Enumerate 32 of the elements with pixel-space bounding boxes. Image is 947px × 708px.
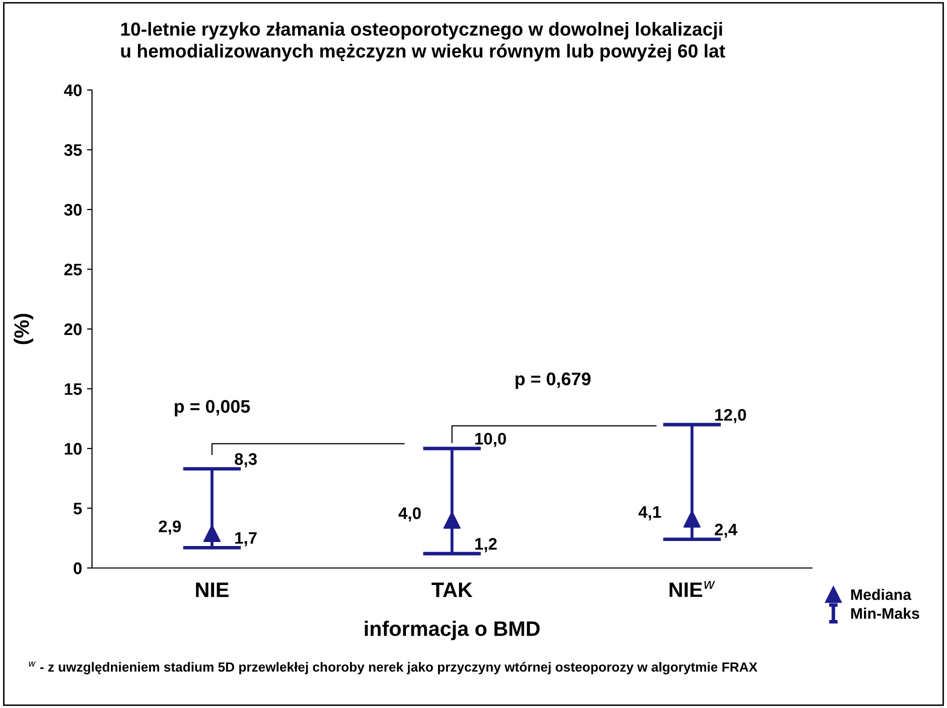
legend-label: Mediana	[851, 588, 912, 600]
y-tick-label: 25	[64, 264, 82, 276]
legend-label: Min-Maks	[851, 608, 920, 619]
x-tick-label: TAK	[432, 582, 472, 597]
x-tick-label: NIE	[196, 582, 229, 597]
chart-title: 10-letnie ryzyko złamania osteoporotycznego w dowolnej lokalizacji u hemodializowanych mężczyzn w wieku równym lub powyżej 60 lat	[121, 22, 726, 62]
point	[683, 510, 701, 528]
y-tick-label: 30	[64, 204, 82, 216]
point	[443, 512, 461, 529]
annotation: 2,4	[714, 524, 738, 538]
data-label: 4,1	[638, 506, 661, 520]
annotation: p = 0,679	[516, 372, 591, 389]
x-axis-title: informacja o BMD	[364, 620, 540, 640]
data-label: 4,0	[398, 507, 421, 522]
data-label: 2,9	[158, 520, 181, 535]
y-tick-label: 5	[74, 502, 82, 514]
y-tick-label: 20	[64, 323, 82, 336]
y-tick-label: 15	[64, 383, 82, 395]
y-tick-label: 40	[64, 84, 82, 96]
y-tick-label: 10	[64, 442, 82, 455]
y-axis-title: (%)	[14, 314, 34, 344]
x-tick-label: NIE$^{w}$	[670, 580, 716, 597]
annotation: p = 0,005	[174, 400, 250, 416]
y-tick-label: 0	[74, 562, 82, 574]
y-tick-label: 35	[64, 144, 82, 156]
annotation: 12,0	[715, 408, 746, 424]
annotation: 10,0	[475, 432, 506, 448]
annotation: 8,3	[234, 453, 257, 468]
annotation: 1,7	[235, 532, 257, 546]
point	[203, 524, 221, 542]
annotation: 1,2	[475, 538, 497, 552]
text: $^{w}$ - z uwzględnieniem stadium 5D przewlekłej choroby nerek jako przyczyny wtórnej osteoporozy w algorytmie FRAX	[28, 661, 758, 674]
